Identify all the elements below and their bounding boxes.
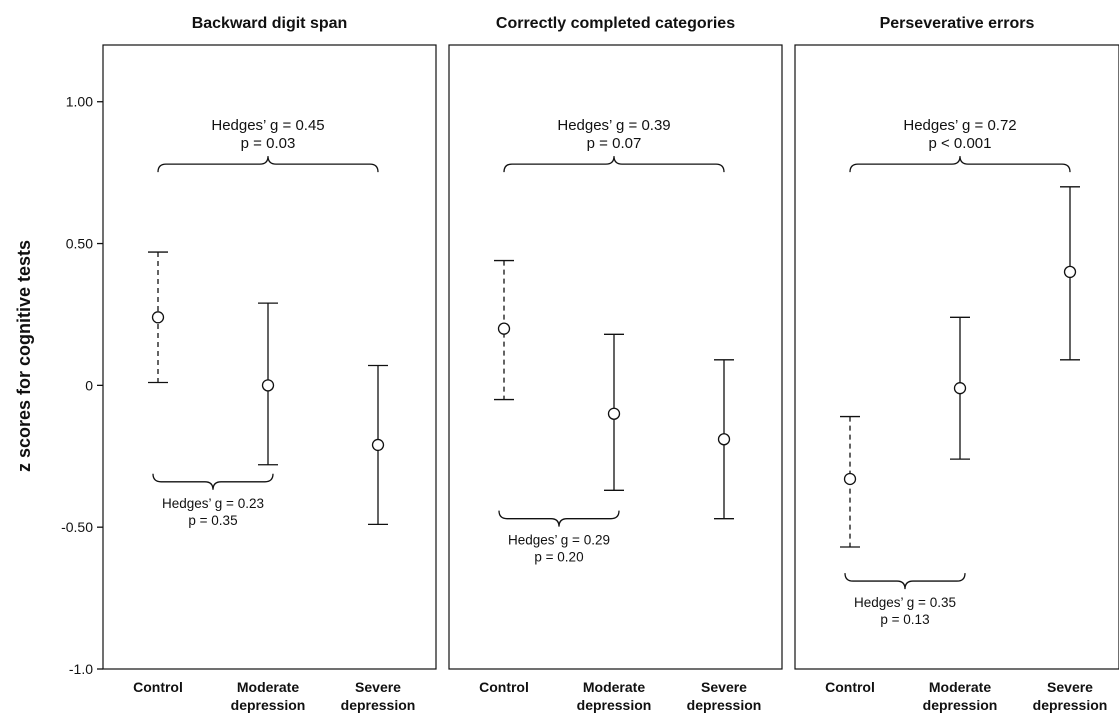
category-label: Moderate <box>929 679 991 695</box>
category-label: depression <box>687 697 762 713</box>
bottom-brace-p: p = 0.20 <box>534 550 583 565</box>
bottom-brace-stat: Hedges’ g = 0.35 <box>854 595 956 610</box>
y-tick-label: -0.50 <box>61 519 93 535</box>
top-brace-stat: Hedges’ g = 0.45 <box>211 117 324 134</box>
bottom-brace-stat: Hedges’ g = 0.23 <box>162 496 264 511</box>
mean-point <box>497 322 511 335</box>
category-label: depression <box>341 697 416 713</box>
mean-point <box>717 433 731 446</box>
mean-point <box>843 472 857 486</box>
panel-frame <box>794 44 1119 670</box>
y-tick-label: 0 <box>85 377 93 393</box>
panels: Backward digit span Control Moderate depres… <box>102 15 1119 713</box>
mean-point <box>607 407 621 420</box>
bottom-brace-p: p = 0.13 <box>880 612 929 627</box>
top-brace-p: p < 0.001 <box>929 135 992 152</box>
y-tick-label: 0.50 <box>66 236 93 252</box>
panel-title: Backward digit span <box>192 15 348 32</box>
mean-point <box>953 382 967 395</box>
y-tick-label: -1.0 <box>69 661 93 677</box>
bottom-brace-stat: Hedges’ g = 0.29 <box>508 533 610 548</box>
top-brace-stat: Hedges’ g = 0.72 <box>903 117 1016 134</box>
category-label: Severe <box>1047 679 1093 695</box>
mean-point <box>151 311 165 324</box>
top-brace-p: p = 0.07 <box>587 135 642 152</box>
category-label: depression <box>577 697 652 713</box>
category-label: Moderate <box>237 679 299 695</box>
panel-frame <box>448 44 783 670</box>
panel-frame <box>102 44 437 670</box>
panel-3: Perseverative errors Control Moderate depre… <box>794 15 1119 713</box>
category-label: Control <box>825 679 875 695</box>
top-brace-p: p = 0.03 <box>241 135 296 152</box>
category-label: depression <box>231 697 306 713</box>
mean-point <box>261 379 275 392</box>
panel-title: Correctly completed categories <box>496 15 735 32</box>
category-label: depression <box>923 697 998 713</box>
y-axis: 1.00 0.50 0 -0.50 -1.0 <box>61 94 103 677</box>
top-brace <box>849 156 1071 173</box>
category-label: Severe <box>701 679 747 695</box>
y-axis-label: z scores for cognitive tests <box>14 240 34 472</box>
bottom-brace <box>498 510 620 527</box>
category-label: Control <box>133 679 183 695</box>
category-label: Moderate <box>583 679 645 695</box>
panel-1: Backward digit span Control Moderate depres… <box>102 15 437 713</box>
bottom-brace-p: p = 0.35 <box>188 513 237 528</box>
bottom-brace <box>844 573 966 590</box>
y-tick-label: 1.00 <box>66 94 93 110</box>
bottom-brace <box>152 473 274 490</box>
top-brace-stat: Hedges’ g = 0.39 <box>557 117 670 134</box>
top-brace <box>157 156 379 173</box>
mean-point <box>371 438 385 452</box>
category-label: Severe <box>355 679 401 695</box>
category-label: depression <box>1033 697 1108 713</box>
mean-point <box>1063 265 1077 279</box>
panel-title: Perseverative errors <box>880 15 1035 32</box>
category-label: Control <box>479 679 529 695</box>
top-brace <box>503 156 725 173</box>
panel-2: Correctly completed categories Control Mod… <box>448 15 783 713</box>
